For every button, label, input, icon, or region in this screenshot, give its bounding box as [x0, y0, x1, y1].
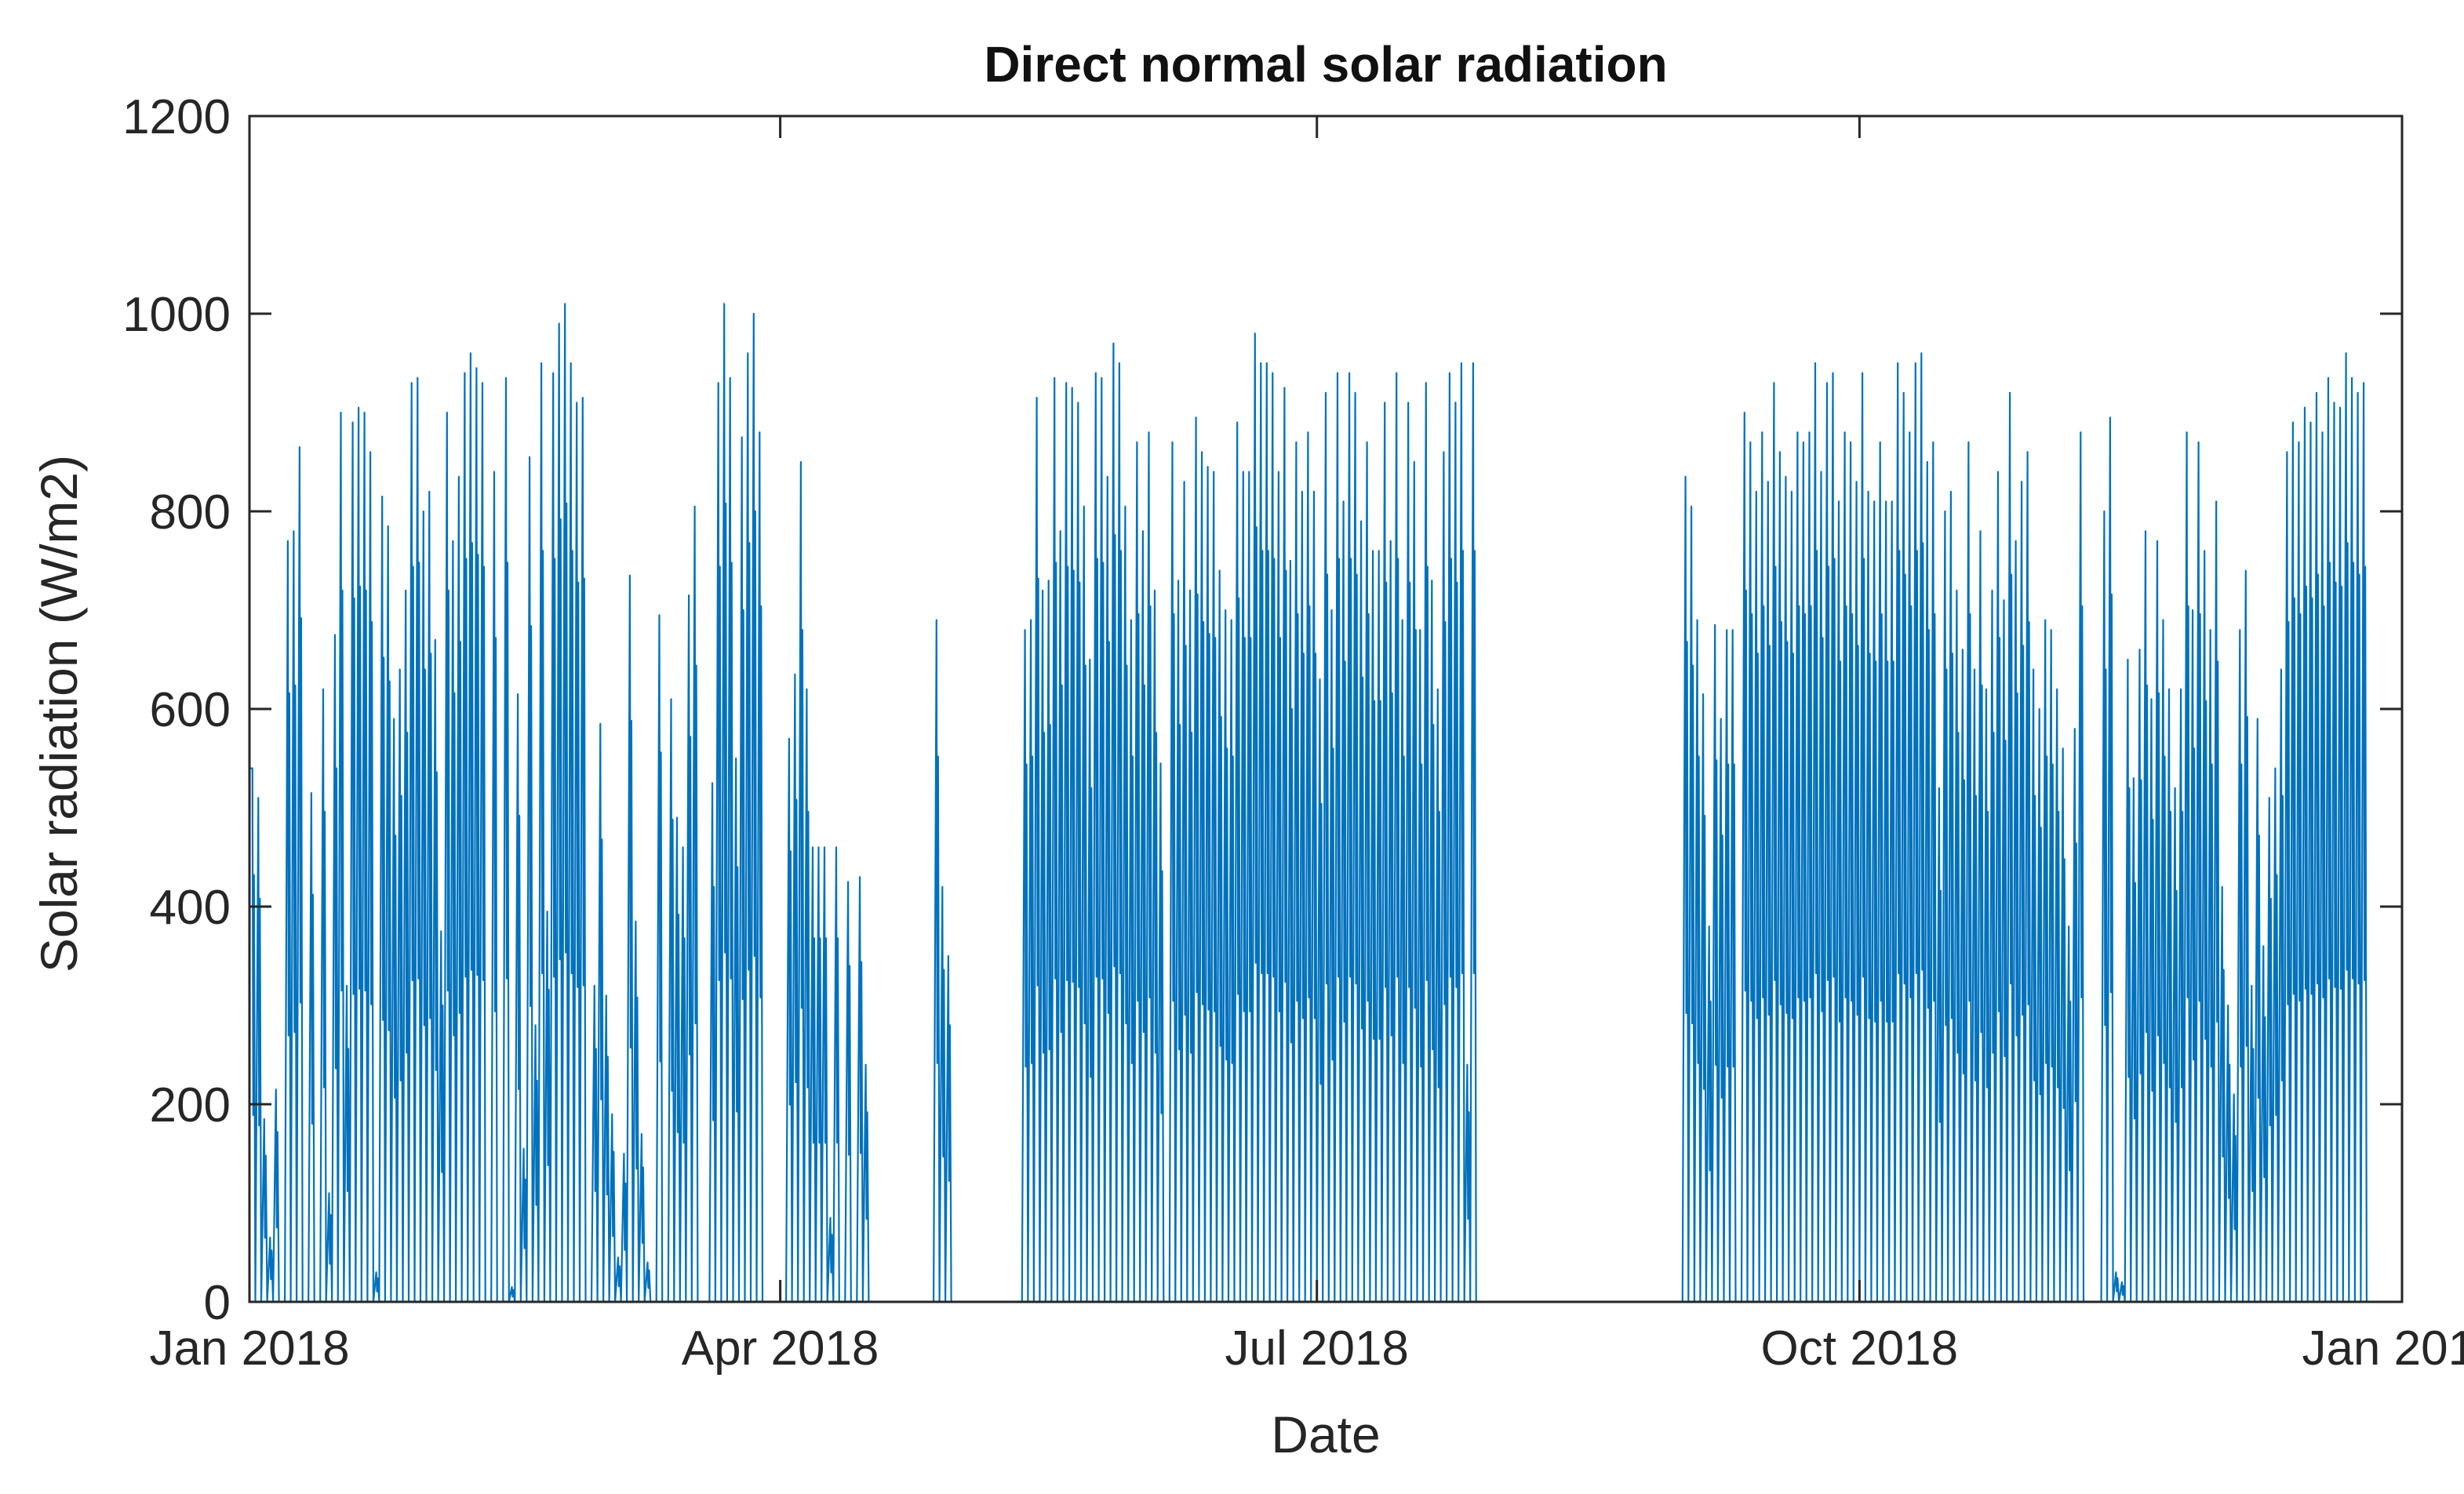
- y-tick-label: 1000: [122, 288, 231, 342]
- y-tick-label: 600: [150, 683, 231, 737]
- x-tick-label: Jan 2018: [149, 1321, 349, 1376]
- y-axis: 0 200 400 600 800 1000 1200: [122, 90, 2402, 1330]
- y-tick-label: 1200: [122, 90, 231, 144]
- chart-title: Direct normal solar radiation: [984, 36, 1667, 93]
- x-axis: Jan 2018 Apr 2018 Jul 2018 Oct 2018 Jan 2019: [149, 116, 2464, 1376]
- y-tick-label: 800: [150, 485, 231, 540]
- y-axis-label: Solar radiation (W/m2): [30, 455, 88, 972]
- x-tick-label: Jul 2018: [1225, 1321, 1409, 1376]
- y-tick-label: 200: [150, 1078, 231, 1132]
- x-axis-label: Date: [1271, 1405, 1380, 1463]
- y-tick-label: 0: [204, 1276, 231, 1330]
- x-tick-label: Apr 2018: [682, 1321, 879, 1376]
- x-tick-label: Oct 2018: [1761, 1321, 1959, 1376]
- x-tick-label: Jan 2019: [2302, 1321, 2464, 1376]
- y-tick-label: 400: [150, 881, 231, 935]
- series-line-0: [249, 303, 2402, 1303]
